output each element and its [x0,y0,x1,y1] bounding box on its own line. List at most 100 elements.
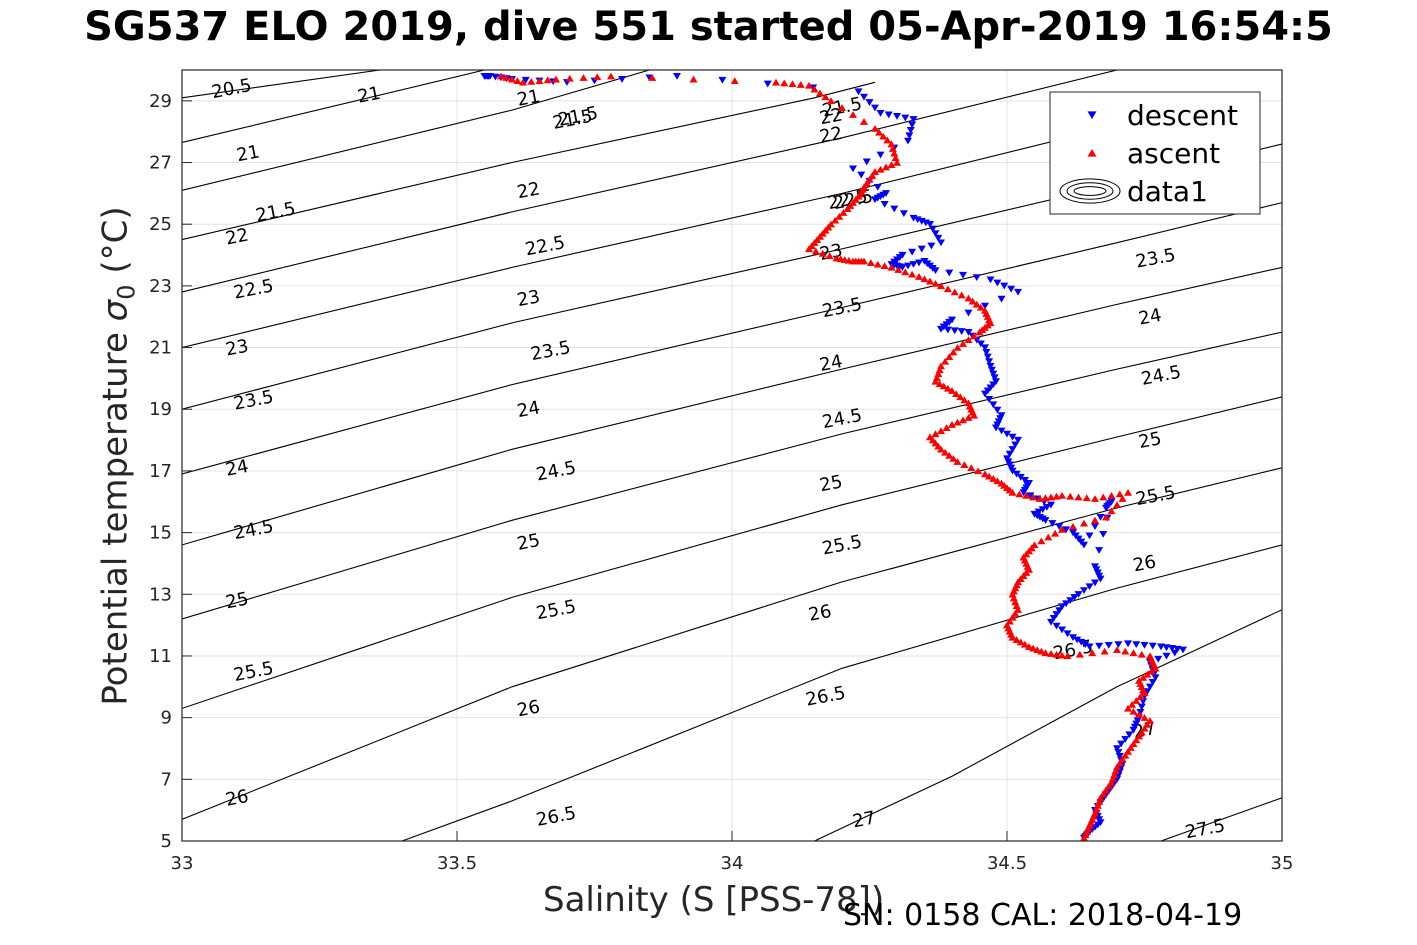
ascent-point [1107,491,1116,499]
ascent-point [849,111,857,118]
ascent-point [1011,609,1020,617]
descent-point [945,269,954,277]
ascent-point [772,78,780,86]
contour-label: 26.5 [804,682,847,710]
descent-point [959,271,967,279]
descent-point [909,116,918,123]
contour-label-text: 23.5 [529,337,572,365]
ascent-point [948,421,956,428]
descent-point [862,158,871,166]
descent-point [1157,643,1165,651]
ascent-point [964,414,973,421]
ascent-point [1151,664,1160,672]
ascent-point [1047,650,1055,657]
descent-point [1081,641,1090,648]
descent-point [1168,645,1176,652]
descent-point [901,114,910,122]
contour-label: 24.5 [232,516,275,544]
ascent-point [1088,649,1097,657]
descent-point [1038,506,1047,514]
ascent-point [968,297,977,305]
ascent-point [1115,490,1124,498]
ascent-point [931,377,940,385]
descent-point [982,348,991,356]
ascent-marker-icon [1087,148,1097,157]
contour-label: 25 [515,530,541,555]
contour-label: 23 [224,336,250,361]
ascent-point [939,382,948,390]
legend-box [1049,91,1261,215]
descent-point [908,248,917,256]
ascent-point [1132,736,1141,744]
descent-point [1047,501,1055,509]
descent-point [890,205,899,213]
ascent-point [1008,488,1017,496]
ascent-point [891,154,900,162]
descent-point [972,274,981,281]
contour-label-text: 23 [515,286,541,311]
descent-point [884,111,893,119]
ascent-point [970,332,978,340]
ascent-point [871,124,879,132]
x-tick-label: 33 [171,853,194,874]
ascent-point [920,275,929,283]
ascent-point [780,79,789,87]
descent-point [1003,430,1011,438]
descent-point [1179,646,1187,654]
x-axis-label: Salinity (S [PSS-78]) [543,880,885,920]
descent-point [1063,630,1072,638]
legend-item-descent[interactable]: descent [1087,99,1238,132]
ascent-point [866,259,875,266]
descent-point [1016,473,1025,481]
descent-point [976,340,985,348]
descent-point [1085,532,1094,540]
ascent-point [937,282,945,290]
descent-point [964,309,973,317]
contour-legend-icon [1073,186,1107,196]
isopycnal-25 [182,331,1282,620]
ascent-point [972,300,981,308]
contour-label-text: 21.5 [254,198,297,226]
descent-point [1052,611,1061,618]
ascent-point [956,393,965,401]
ascent-point [1015,490,1024,498]
descent-point [904,137,912,145]
ascent-point [1005,617,1014,625]
descent-point [1062,526,1071,534]
legend[interactable]: descent ascent data1 [1049,91,1261,215]
legend-item-data1[interactable]: data1 [1059,175,1208,208]
descent-point [957,328,966,335]
ascent-point [865,175,874,183]
ascent-point [953,343,962,351]
descent-point [909,261,918,268]
contour-label: 24.5 [1139,362,1182,390]
contour-label: 24.5 [534,457,577,485]
ascent-point [887,263,896,271]
descent-point [1008,467,1017,475]
ascent-point [1139,673,1148,681]
descent-point [1154,655,1163,663]
contour-label: 25.5 [232,658,275,686]
descent-point [981,390,989,398]
ascent-point [593,73,602,81]
ascent-point [959,340,967,347]
contour-label-text: 25.5 [232,658,275,686]
descent-point [1034,508,1043,516]
descent-point [1077,638,1086,646]
legend-item-ascent[interactable]: ascent [1087,137,1221,170]
descent-point [1096,575,1105,583]
ascent-point [950,288,959,296]
isopycnal-26.5 [401,544,1282,841]
ascent-point [1124,488,1132,496]
ascent-point [543,76,552,84]
descent-point [1008,446,1017,453]
ascent-point [1066,492,1075,500]
ascent-point [565,74,574,82]
ascent-point [1102,513,1110,521]
contour-label-text: 24.5 [232,516,275,544]
ascent-point [941,357,950,365]
contour-label-text: 22.5 [232,275,275,303]
ascent-point [1146,717,1154,724]
descent-point [1121,736,1130,743]
ascent-point [945,451,954,459]
